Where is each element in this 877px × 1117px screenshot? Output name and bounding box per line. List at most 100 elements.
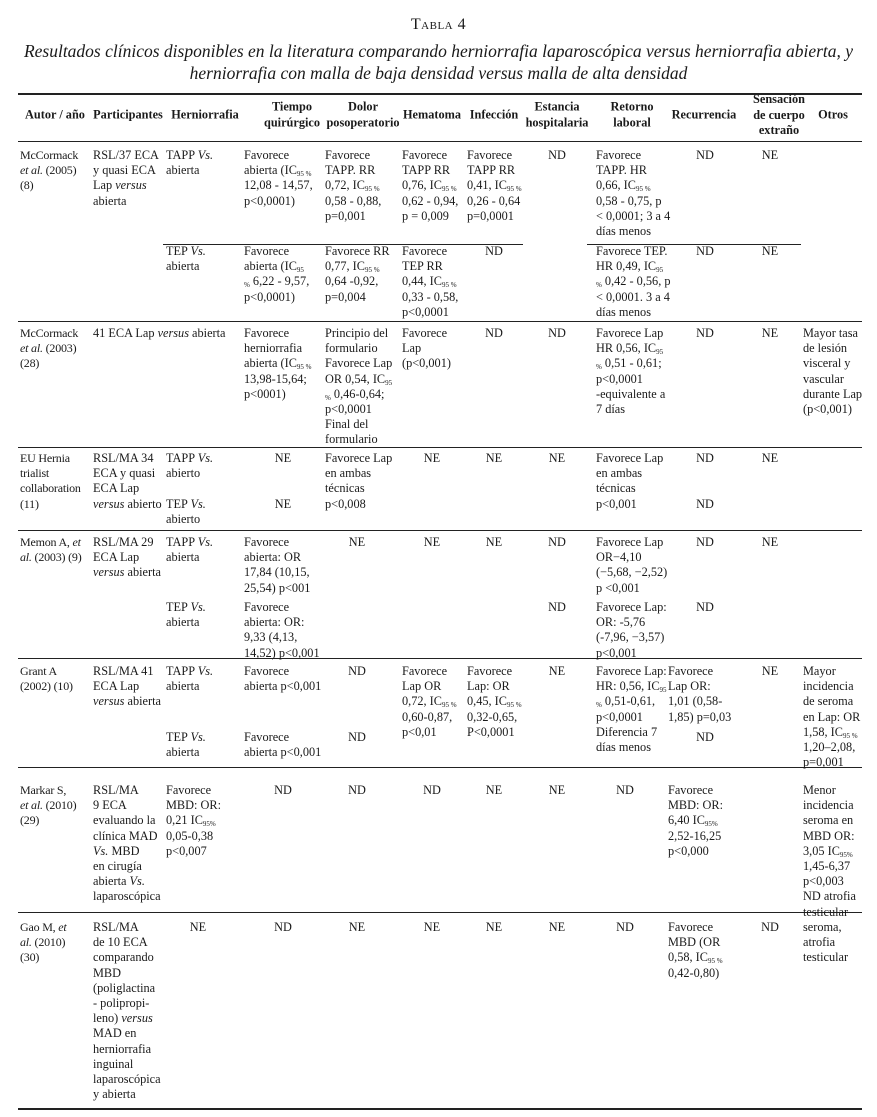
cell-herniorrafia: TEP Vs. abierta	[166, 730, 206, 760]
column-header-sensacion: Sensación de cuerpo extraño	[753, 91, 805, 137]
cell-hematoma: Favorece Lap OR 0,72, IC95 % 0,60-0,87, …	[402, 664, 457, 739]
cell-estancia: ND	[548, 148, 566, 162]
cell-dolor: ND	[348, 664, 366, 678]
cell-sensacion: NE	[761, 664, 779, 678]
cell-participantes: RSL/MA 29 ECA Lap versus abierta	[93, 535, 161, 580]
cell-recurrencia: ND	[696, 730, 714, 744]
table-label: Tabla 4	[410, 16, 467, 33]
cell-recurrencia: ND	[696, 535, 714, 549]
column-header-estancia: Estancia hospitalaria	[525, 99, 589, 130]
column-header-infeccion: Infección	[469, 107, 519, 122]
column-header-herniorrafia: Herniorrafia	[171, 107, 239, 122]
cell-infeccion: NE	[485, 783, 503, 797]
cell-tiempo: Favorece abierta: OR: 9,33 (4,13, 14,52)…	[244, 600, 320, 660]
cell-recurrencia: ND	[696, 497, 714, 511]
cell-estancia: ND	[548, 600, 566, 614]
rule-line	[18, 658, 862, 659]
cell-otros: Mayor tasa de lesión visceral y vascular…	[803, 326, 863, 417]
cell-participantes: 41 ECA Lap versus abierta	[93, 326, 226, 340]
cell-estancia: ND	[548, 326, 566, 340]
cell-dolor: NE	[348, 920, 366, 934]
cell-dolor: Favorece Lap en ambas técnicas p<0,008	[325, 451, 393, 511]
cell-estancia: NE	[548, 783, 566, 797]
cell-hematoma: NE	[423, 535, 441, 549]
rule-line	[18, 1108, 862, 1110]
cell-recurrencia: ND	[696, 148, 714, 162]
cell-infeccion: NE	[485, 920, 503, 934]
cell-recurrencia: ND	[696, 451, 714, 465]
rule-line	[18, 141, 862, 142]
cell-herniorrafia: TEP Vs. abierta	[166, 244, 206, 274]
cell-herniorrafia: TAPP Vs. abierto	[166, 451, 214, 481]
column-header-hematoma: Hematoma	[402, 107, 462, 122]
cell-dolor: Favorece RR 0,77, IC95 % 0,64 -0,92, p=0…	[325, 244, 390, 304]
cell-autor: Markar S, et al. (2010) (29)	[20, 783, 77, 828]
cell-otros: Mayor incidencia de seroma en Lap: OR 1,…	[803, 664, 861, 770]
cell-hematoma: Favorece TEP RR 0,44, IC95 % 0,33 - 0,58…	[402, 244, 459, 319]
column-header-otros: Otros	[818, 107, 848, 122]
cell-retorno: Favorece Lap en ambas técnicas p<0,001	[596, 451, 664, 511]
cell-participantes: RSL/MA 41 ECA Lap versus abierta	[93, 664, 161, 709]
cell-estancia: NE	[548, 920, 566, 934]
cell-retorno: Favorece TAPP. HR 0,66, IC95 % 0,58 - 0,…	[596, 148, 671, 239]
cell-recurrencia: ND	[696, 600, 714, 614]
cell-autor: Memon A, et al. (2003) (9)	[20, 535, 82, 565]
cell-hematoma: NE	[423, 451, 441, 465]
cell-infeccion: NE	[485, 451, 503, 465]
cell-recurrencia: Favorece Lap OR: 1,01 (0,58- 1,85) p=0,0…	[668, 664, 732, 724]
column-header-recurrencia: Recurrencia	[671, 107, 737, 122]
cell-recurrencia: ND	[696, 326, 714, 340]
cell-tiempo: Favorece abierta: OR 17,84 (10,15, 25,54…	[244, 535, 311, 595]
cell-tiempo: Favorece abierta p<0,001	[244, 664, 322, 694]
cell-tiempo: Favorece herniorrafia abierta (IC95 % 13…	[244, 326, 312, 401]
cell-retorno: ND	[616, 783, 634, 797]
rule-line	[18, 447, 862, 448]
cell-hematoma: ND	[423, 783, 441, 797]
cell-dolor: ND	[348, 730, 366, 744]
cell-infeccion: ND	[485, 326, 503, 340]
cell-hematoma: NE	[423, 920, 441, 934]
cell-recurrencia: ND	[696, 244, 714, 258]
cell-participantes: RSL/MA de 10 ECA comparando MBD (poligla…	[93, 920, 161, 1102]
cell-retorno: Favorece Lap HR 0,56, IC95 % 0,51 - 0,61…	[596, 326, 666, 417]
cell-herniorrafia: Favorece MBD: OR: 0,21 IC95% 0,05-0,38 p…	[166, 783, 222, 858]
cell-tiempo: Favorece abierta (IC95 % 12,08 - 14,57, …	[244, 148, 313, 208]
cell-tiempo: Favorece abierta p<0,001	[244, 730, 322, 760]
cell-dolor: Principio del formulario Favorece Lap OR…	[325, 326, 393, 447]
cell-herniorrafia: TAPP Vs. abierta	[166, 148, 214, 178]
cell-sensacion: ND	[761, 920, 779, 934]
column-header-autor: Autor / año	[25, 107, 85, 122]
cell-autor: McCormack et al. (2003) (28)	[20, 326, 79, 371]
cell-sensacion: NE	[761, 244, 779, 258]
cell-estancia: ND	[548, 535, 566, 549]
cell-herniorrafia: TAPP Vs. abierta	[166, 664, 214, 694]
cell-tiempo: Favorece abierta (IC95 % 6,22 - 9,57, p<…	[244, 244, 310, 304]
cell-tiempo: NE	[274, 497, 292, 511]
rule-line	[163, 244, 523, 245]
cell-infeccion: Favorece Lap: OR 0,45, IC95 % 0,32-0,65,…	[467, 664, 522, 739]
cell-participantes: RSL/MA 34 ECA y quasi ECA Lap versus abi…	[93, 451, 162, 511]
cell-dolor: Favorece TAPP. RR 0,72, IC95 % 0,58 - 0,…	[325, 148, 382, 223]
cell-infeccion: NE	[485, 535, 503, 549]
rule-line	[18, 912, 862, 913]
cell-retorno: Favorece Lap: OR: -5,76 (-7,96, −3,57) p…	[596, 600, 667, 660]
cell-tiempo: ND	[274, 783, 292, 797]
cell-autor: EU Hernia trialist collaboration (11)	[20, 451, 81, 511]
cell-estancia: NE	[548, 664, 566, 678]
cell-sensacion: NE	[761, 451, 779, 465]
cell-autor: Gao M, et al. (2010) (30)	[20, 920, 67, 965]
rule-line	[18, 93, 862, 95]
cell-autor: McCormack et al. (2005) (8)	[20, 148, 79, 193]
cell-estancia: NE	[548, 451, 566, 465]
cell-recurrencia: Favorece MBD (OR 0,58, IC95 % 0,42-0,80)	[668, 920, 723, 980]
cell-hematoma: Favorece Lap (p<0,001)	[402, 326, 451, 371]
column-header-retorno: Retorno laboral	[610, 99, 654, 130]
cell-sensacion: NE	[761, 326, 779, 340]
rule-line	[18, 767, 862, 768]
cell-otros: seroma, atrofia testicular	[803, 920, 849, 965]
cell-retorno: Favorece Lap: HR: 0,56, IC95 % 0,51-0,61…	[596, 664, 667, 755]
cell-dolor: ND	[348, 783, 366, 797]
cell-herniorrafia: TEP Vs. abierta	[166, 600, 206, 630]
table-caption: Resultados clínicos disponibles en la li…	[23, 41, 854, 83]
column-header-tiempo: Tiempo quirúrgico	[263, 99, 321, 130]
